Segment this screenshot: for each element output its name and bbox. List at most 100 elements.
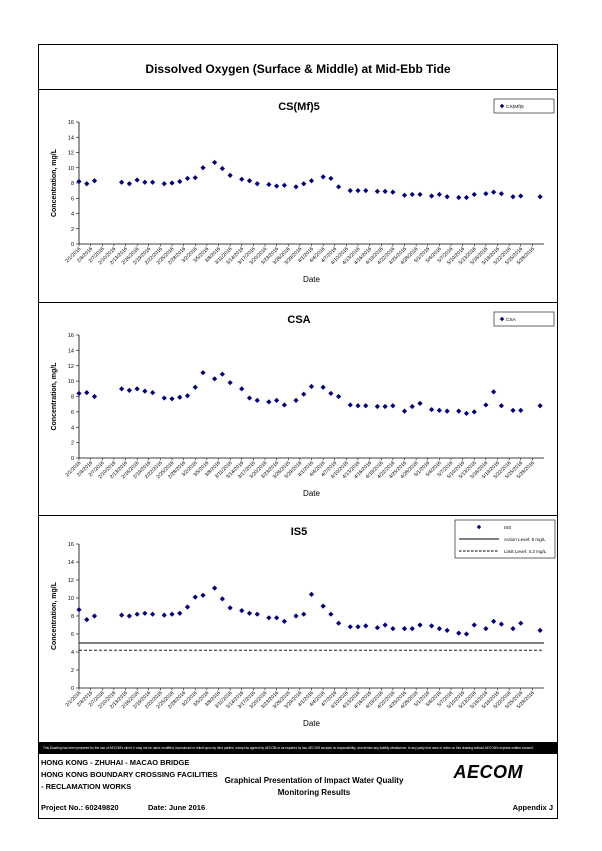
data-point <box>483 626 489 632</box>
data-point <box>390 403 396 409</box>
legend-label: CS(Mf)5 <box>506 104 524 110</box>
data-point <box>293 397 299 403</box>
data-point <box>491 389 497 395</box>
data-point <box>91 613 98 619</box>
data-point <box>212 159 218 166</box>
data-point <box>239 386 245 392</box>
data-point <box>150 611 156 617</box>
data-point <box>227 380 233 386</box>
data-point <box>471 191 477 198</box>
data-point <box>401 408 408 414</box>
y-tick-label: 14 <box>68 560 74 566</box>
data-point <box>363 623 369 629</box>
y-tick-label: 8 <box>71 181 74 187</box>
data-point <box>483 402 489 408</box>
data-point <box>301 611 307 617</box>
data-point <box>142 610 148 616</box>
data-point <box>219 596 225 602</box>
data-point <box>150 390 156 396</box>
legend-marker <box>499 103 505 109</box>
data-point <box>336 184 342 190</box>
chart-panel-csmf5: CS(Mf)5 0 2 4 6 8 10 12 14 16 2/1/2016 2/4/2016 2/7/… <box>39 89 557 302</box>
project-line-1: HONG KONG - ZHUHAI - MACAO BRIDGE <box>41 758 190 767</box>
y-axis-label: Concentration, mg/L <box>51 148 58 217</box>
chart-is5: IS502468101214162/1/20162/4/20162/7/2016… <box>51 519 556 728</box>
data-point <box>436 626 442 632</box>
data-point <box>417 400 423 407</box>
data-point <box>355 624 361 630</box>
data-point <box>293 184 299 190</box>
legend-label: Limit Level: 4.2 mg/L <box>504 549 547 554</box>
y-tick-label: 10 <box>68 166 74 172</box>
data-point <box>498 403 504 409</box>
data-point <box>126 181 132 187</box>
report-frame: Dissolved Oxygen (Surface & Middle) at M… <box>38 44 558 819</box>
legend-marker <box>499 316 505 322</box>
project-number: Project No.: 60249820 <box>41 803 119 812</box>
data-point <box>374 403 380 410</box>
y-tick-label: 10 <box>68 596 74 602</box>
data-point <box>169 396 175 402</box>
y-tick-label: 2 <box>71 227 74 233</box>
data-point <box>254 611 260 617</box>
data-point <box>429 623 435 629</box>
data-point <box>471 409 477 415</box>
data-point <box>401 192 408 198</box>
y-tick-label: 6 <box>71 196 74 202</box>
data-point <box>491 618 497 624</box>
y-tick-label: 8 <box>71 395 74 401</box>
disclaimer-bar: This Drawing has been prepared for the u… <box>39 742 557 754</box>
data-point <box>126 613 132 619</box>
chart-csmf5: CS(Mf)502468101214162/1/20162/4/20162/7/… <box>51 98 555 284</box>
data-point <box>119 179 125 185</box>
appendix-label: Appendix J <box>512 803 553 812</box>
data-point <box>336 620 342 626</box>
data-point <box>142 179 148 185</box>
chart-title: CS(Mf)5 <box>278 101 320 113</box>
data-point <box>281 618 287 624</box>
project-line-2: HONG KONG BOUNDARY CROSSING FACILITIES <box>41 770 218 779</box>
data-point <box>76 178 82 185</box>
data-point <box>417 191 423 198</box>
y-axis-label: Concentration, mg/L <box>51 581 58 650</box>
data-point <box>456 630 462 636</box>
y-tick-label: 2 <box>71 668 74 674</box>
data-point <box>320 603 326 609</box>
data-point <box>463 631 470 637</box>
y-tick-label: 0 <box>71 242 74 248</box>
data-point <box>510 194 516 200</box>
data-point <box>320 174 326 180</box>
legend-box <box>493 98 555 114</box>
data-point <box>266 615 272 621</box>
data-point <box>200 370 206 376</box>
data-point <box>456 408 462 414</box>
data-point <box>227 172 233 178</box>
data-point <box>239 176 245 182</box>
page-title: Dissolved Oxygen (Surface & Middle) at M… <box>145 62 451 76</box>
data-point <box>537 194 543 200</box>
data-point <box>347 624 353 630</box>
data-point <box>254 397 260 403</box>
data-point <box>212 585 218 591</box>
x-axis-label: Date <box>303 275 320 284</box>
y-axis-label: Concentration, mg/L <box>51 362 58 431</box>
data-point <box>320 384 326 390</box>
data-point <box>491 189 497 195</box>
data-point <box>456 194 462 201</box>
data-point <box>308 383 315 390</box>
y-tick-label: 0 <box>71 456 74 462</box>
data-point <box>76 390 82 397</box>
data-point <box>200 592 206 598</box>
data-point <box>254 181 260 187</box>
data-point <box>444 408 450 414</box>
data-point <box>192 384 198 390</box>
y-tick-label: 6 <box>71 632 74 638</box>
data-point <box>192 594 198 600</box>
data-point <box>436 407 442 413</box>
data-point <box>308 178 315 184</box>
data-point <box>409 626 415 632</box>
data-point <box>328 390 334 397</box>
data-point <box>142 388 148 394</box>
report-title-line-2: Monitoring Results <box>277 788 351 797</box>
data-point <box>84 390 90 396</box>
